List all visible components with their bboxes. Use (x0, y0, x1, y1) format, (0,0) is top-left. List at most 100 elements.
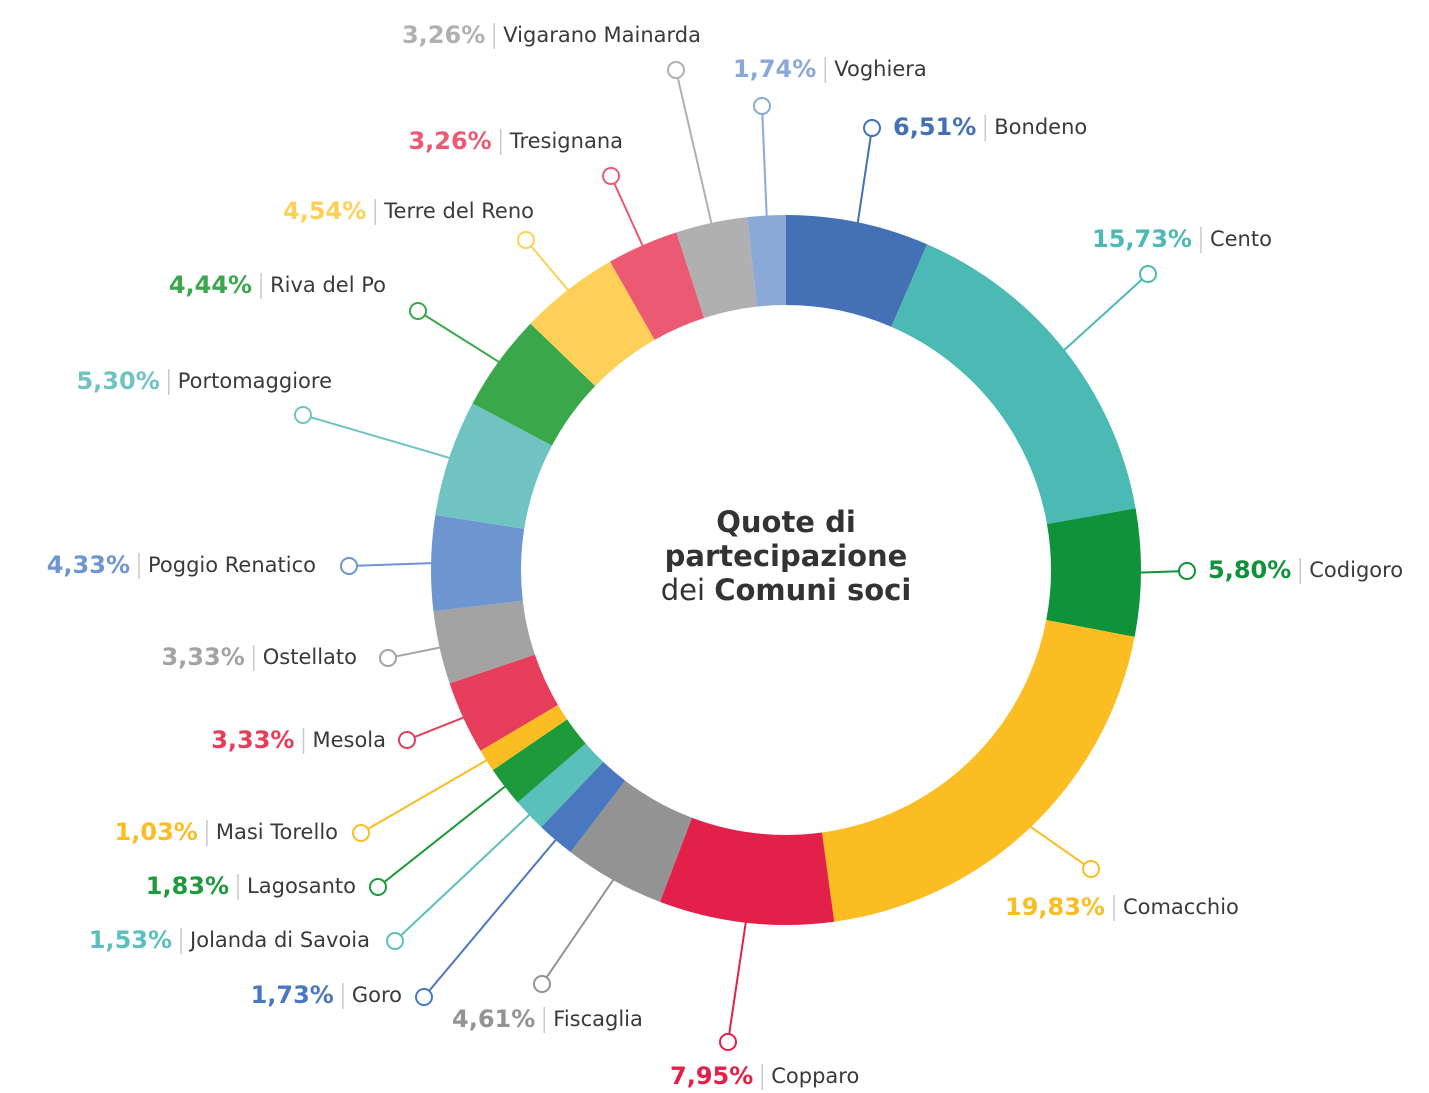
leader-marker (1178, 562, 1196, 580)
value-label: 3,33% (211, 726, 294, 754)
leader-marker (1082, 860, 1100, 878)
value-label: 1,83% (146, 872, 229, 900)
category-label: Jolanda di Savoia (188, 928, 370, 952)
leader-line (414, 715, 468, 738)
category-label: Fiscaglia (553, 1007, 643, 1031)
leader-marker (398, 731, 416, 749)
category-label: Bondeno (994, 115, 1087, 139)
donut-segment (435, 403, 552, 529)
center-title: partecipazione (665, 539, 908, 573)
value-label: 3,26% (402, 21, 485, 49)
donut-segment (570, 780, 692, 902)
segment-label: 5,80% Codigoro (1208, 556, 1403, 584)
value-label: 7,95% (670, 1062, 753, 1090)
category-label: Lagosanto (247, 874, 356, 898)
category-label: Voghiera (834, 57, 926, 81)
leader-marker (352, 824, 370, 842)
center-title: dei Comuni soci (661, 573, 912, 607)
value-label: 4,61% (452, 1005, 535, 1033)
donut-segment (430, 514, 525, 612)
leader-marker (1139, 265, 1157, 283)
center-title: dei (661, 573, 705, 607)
category-label: Ostellato (263, 645, 357, 669)
leader-line (1060, 278, 1143, 354)
donut-segment (747, 215, 786, 307)
leader-line (367, 757, 491, 830)
segment-label: 1,83% Lagosanto (146, 872, 356, 900)
category-label: Codigoro (1309, 558, 1403, 582)
leader-line (530, 245, 572, 294)
center-title: Quote di (716, 505, 856, 539)
leader-line (400, 811, 533, 937)
donut-segment (530, 261, 655, 387)
category-label: Vigarano Mainarda (503, 23, 701, 47)
category-label: Comacchio (1123, 895, 1239, 919)
center-title: Comuni soci (714, 573, 911, 607)
value-label: 1,73% (251, 981, 334, 1009)
value-label: 1,03% (115, 818, 198, 846)
leader-marker (667, 61, 685, 79)
value-label: 3,26% (408, 127, 491, 155)
segment-label: 4,54% Terre del Reno (283, 197, 534, 225)
donut-segment (472, 323, 596, 446)
value-label: 5,30% (76, 367, 159, 395)
leader-marker (415, 988, 433, 1006)
category-label: Cento (1210, 227, 1272, 251)
segment-label: 3,33% Ostellato (161, 643, 357, 671)
segment-label: 5,30% Portomaggiore (76, 367, 332, 395)
leader-line (424, 314, 503, 365)
leader-marker (863, 119, 881, 137)
donut-segment (449, 654, 558, 751)
donut-segment (480, 704, 568, 771)
leader-marker (602, 167, 620, 185)
segment-label: 1,03% Masi Torello (115, 818, 338, 846)
donut-segment (821, 619, 1135, 922)
segment-label: 4,61% Fiscaglia (452, 1005, 643, 1033)
category-label: Goro (352, 983, 402, 1007)
value-label: 19,83% (1005, 893, 1105, 921)
donut-segment (517, 743, 604, 828)
segment-label: 3,33% Mesola (211, 726, 386, 754)
segment-label: 3,26% Tresignana (408, 127, 623, 155)
value-label: 4,54% (283, 197, 366, 225)
value-label: 4,44% (169, 271, 252, 299)
leader-marker (340, 557, 358, 575)
category-label: Mesola (312, 728, 386, 752)
leader-line (1026, 823, 1086, 866)
category-label: Copparo (771, 1064, 859, 1088)
leader-line (310, 416, 454, 460)
leader-line (383, 783, 509, 883)
leader-marker (719, 1033, 737, 1051)
leader-line (356, 562, 436, 567)
category-label: Masi Torello (216, 820, 338, 844)
segment-label: 4,44% Riva del Po (169, 271, 386, 299)
segment-label: 1,74% Voghiera (733, 55, 927, 83)
value-label: 3,33% (161, 643, 244, 671)
segment-label: 3,26% Vigarano Mainarda (402, 21, 701, 49)
leader-line (761, 113, 768, 220)
category-label: Riva del Po (270, 273, 386, 297)
donut-segment (786, 215, 928, 327)
value-label: 4,33% (47, 551, 130, 579)
leader-marker (379, 649, 397, 667)
donut-segment (433, 600, 535, 684)
donut-segment (610, 232, 705, 340)
segment-label: 1,53% Jolanda di Savoia (89, 926, 370, 954)
leader-marker (294, 406, 312, 424)
donut-segment (492, 719, 586, 803)
value-label: 1,74% (733, 55, 816, 83)
leader-line (395, 645, 444, 658)
segment-label: 7,95% Copparo (670, 1062, 859, 1090)
segment-label: 6,51% Bondeno (893, 113, 1087, 141)
leader-marker (409, 302, 427, 320)
leader-line (1136, 570, 1180, 574)
value-label: 15,73% (1092, 225, 1192, 253)
value-label: 1,53% (89, 926, 172, 954)
leader-line (728, 918, 748, 1035)
value-label: 5,80% (1208, 556, 1291, 584)
leader-line (428, 836, 559, 992)
category-label: Poggio Renatico (148, 553, 316, 577)
segment-label: 4,33% Poggio Renatico (47, 551, 316, 579)
leader-marker (386, 932, 404, 950)
